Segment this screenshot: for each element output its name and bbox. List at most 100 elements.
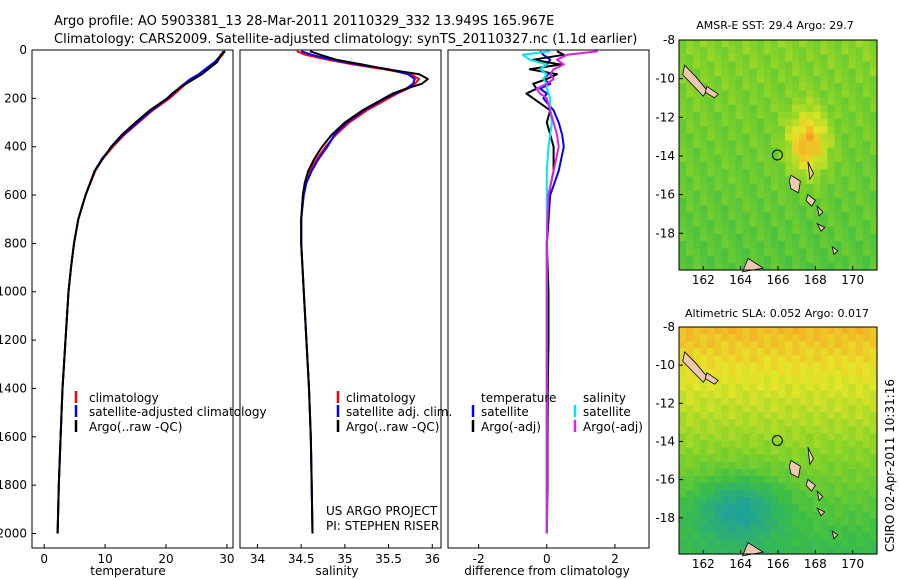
sst-map-cell bbox=[721, 262, 730, 271]
sst-map-cell bbox=[763, 54, 772, 63]
sst-map-cell bbox=[742, 190, 751, 199]
sst-map-cell bbox=[735, 248, 744, 257]
sst-map-cell bbox=[756, 111, 765, 120]
sst-map-cell bbox=[799, 104, 807, 113]
sla-map-cell bbox=[707, 461, 715, 470]
sla-map-cell bbox=[792, 447, 800, 456]
sla-map-cell bbox=[827, 419, 836, 427]
sla-map-cell bbox=[785, 468, 793, 477]
sla-map-cell bbox=[813, 468, 822, 477]
sst-map-cell bbox=[763, 176, 772, 185]
sla-map-cell bbox=[707, 532, 715, 541]
sst-map-cell bbox=[742, 68, 751, 77]
sla-map-cell bbox=[862, 390, 871, 399]
sst-map-cell bbox=[841, 68, 850, 77]
sla-map-cell bbox=[785, 511, 793, 520]
sst-map-cell bbox=[778, 54, 786, 63]
sla-map-cell bbox=[841, 483, 850, 491]
sst-map-cell bbox=[770, 169, 779, 178]
sst-map-cell bbox=[693, 162, 701, 170]
difference-xlabel: difference from climatology bbox=[464, 564, 630, 578]
sla-map-cell bbox=[714, 504, 723, 513]
sst-map-cell bbox=[693, 219, 701, 228]
sst-map-cell bbox=[756, 68, 765, 77]
sst-map-cell bbox=[763, 68, 772, 77]
sla-map-cell bbox=[862, 447, 871, 456]
sla-map-cell bbox=[799, 362, 807, 371]
sla-map-cell bbox=[714, 327, 723, 335]
sla-map-cell bbox=[735, 341, 744, 349]
sla-map-cell bbox=[707, 518, 715, 527]
sla-map-cell bbox=[792, 511, 800, 520]
sla-map-cell bbox=[763, 461, 772, 470]
depth-tick-label: 600 bbox=[4, 188, 27, 202]
sla-map-cell bbox=[721, 511, 730, 520]
sst-map-cell bbox=[700, 205, 708, 214]
sst-map-cell bbox=[763, 169, 772, 178]
sla-map-cell bbox=[770, 475, 779, 484]
depth-tick-label: 200 bbox=[4, 91, 27, 105]
sla-map-cell bbox=[827, 525, 836, 534]
sst-map-cell bbox=[792, 54, 800, 63]
sla-map-cell bbox=[714, 362, 723, 371]
sst-map-cell bbox=[735, 61, 744, 70]
sla-map-cell bbox=[785, 383, 793, 392]
sst-map-cell bbox=[735, 140, 744, 149]
sst-map-cell bbox=[813, 190, 822, 199]
sst-map-cell bbox=[848, 241, 857, 250]
sst-map-cell bbox=[862, 111, 871, 120]
sst-map-cell bbox=[693, 126, 701, 135]
sla-map-cell bbox=[693, 490, 701, 498]
sst-map-cell bbox=[770, 255, 779, 264]
sst-map-cell bbox=[686, 61, 694, 70]
sst-map-cell bbox=[799, 219, 807, 228]
sla-map-cell bbox=[855, 468, 864, 477]
sla-map-cell bbox=[707, 454, 715, 463]
sla-map-cell bbox=[735, 511, 744, 520]
sla-map-cell bbox=[806, 369, 814, 378]
sst-map-cell bbox=[827, 119, 836, 127]
sst-map-cell bbox=[778, 155, 786, 163]
sla-map-cell bbox=[834, 440, 843, 449]
sla-map-cell bbox=[785, 461, 793, 470]
depth-tick-label: 2000 bbox=[0, 526, 27, 540]
sla-map-cell bbox=[806, 362, 814, 371]
sst-map-cell bbox=[778, 219, 786, 228]
sla-map-cell bbox=[700, 475, 708, 484]
sla-map-cell bbox=[827, 497, 836, 505]
sla-map-cell bbox=[785, 433, 793, 442]
sla-map-cell bbox=[735, 327, 744, 335]
sst-map-cell bbox=[679, 140, 687, 149]
sla-map-cell bbox=[827, 475, 836, 484]
sst-map-cell bbox=[679, 119, 687, 127]
sst-map-cell bbox=[763, 190, 772, 199]
sst-map-cell bbox=[785, 119, 793, 127]
sst-map-cell bbox=[778, 90, 786, 99]
sla-map-cell bbox=[707, 546, 715, 555]
sst-map-cell bbox=[707, 97, 715, 106]
sla-map-cell bbox=[792, 362, 800, 371]
sst-map-cell bbox=[820, 226, 829, 235]
sst-map-cell bbox=[728, 162, 737, 170]
sla-map-cell bbox=[693, 447, 701, 456]
sst-map-cell bbox=[728, 198, 737, 206]
sst-heatmap-cells bbox=[679, 40, 878, 271]
sla-map-cell bbox=[778, 468, 786, 477]
sst-map-cell bbox=[770, 219, 779, 228]
sst-map-cell bbox=[841, 54, 850, 63]
sla-map-cell bbox=[763, 369, 772, 378]
sst-map-cell bbox=[806, 126, 814, 135]
sla-map-cell bbox=[679, 412, 687, 420]
sla-map-cell bbox=[679, 348, 687, 356]
sst-map-cell bbox=[869, 205, 878, 214]
sla-map-cell bbox=[806, 433, 814, 442]
sla-map-cell bbox=[721, 433, 730, 442]
sst-map-cell bbox=[756, 61, 765, 70]
sla-map-cell bbox=[693, 483, 701, 491]
sla-map-cell bbox=[778, 362, 786, 371]
sla-map-cell bbox=[799, 468, 807, 477]
sst-map-cell bbox=[714, 183, 723, 192]
sst-map-cell bbox=[855, 126, 864, 135]
sst-map-cell bbox=[813, 75, 822, 84]
sst-map-cell bbox=[834, 155, 843, 163]
